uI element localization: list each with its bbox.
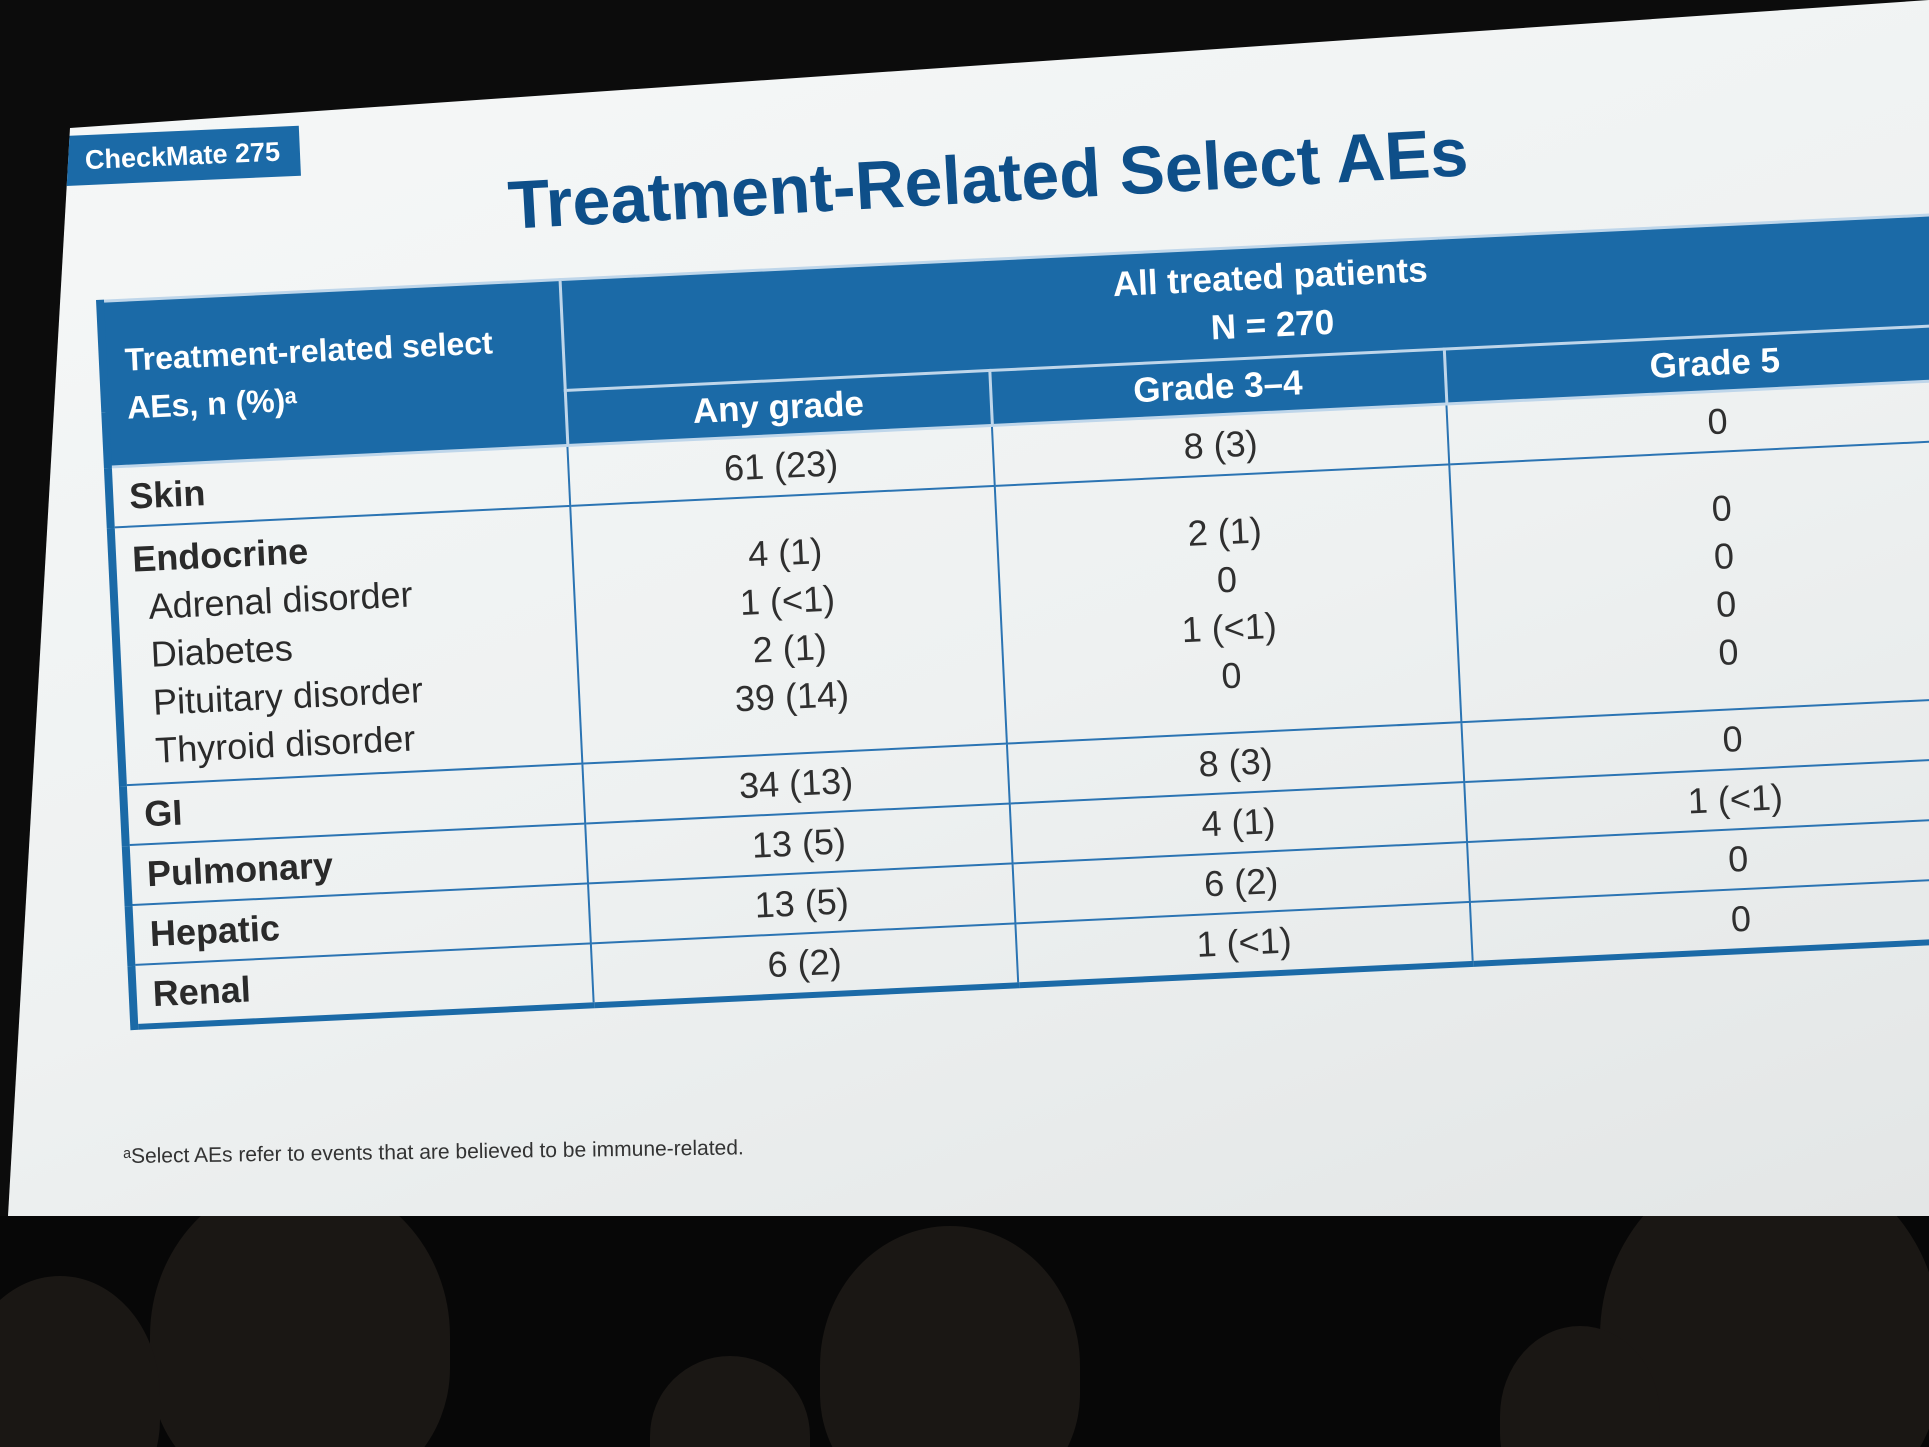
cell-endocrine-g34: 2 (1) 0 1 (<1) 0: [994, 464, 1462, 744]
audience-silhouettes: [0, 1216, 1929, 1447]
projection-screen: CheckMate 275 Treatment-Related Select A…: [8, 0, 1929, 1216]
row-label-endocrine: Endocrine Adrenal disorder Diabetes Pitu…: [110, 505, 583, 786]
cell-endocrine-g5: 0 0 0 0: [1449, 438, 1929, 723]
audience-head: [150, 1216, 450, 1447]
ae-table-wrapper: Treatment-related select AEs, n (%)ᵃ All…: [96, 211, 1929, 1030]
study-badge: CheckMate 275: [64, 125, 301, 186]
audience-head: [820, 1226, 1080, 1447]
audience-head: [650, 1356, 810, 1447]
slide-title: Treatment-Related Select AEs: [506, 114, 1470, 244]
audience-head: [0, 1276, 160, 1447]
footnote: ᵃSelect AEs refer to events that are bel…: [123, 1136, 744, 1168]
cell-endocrine-any: 4 (1) 1 (<1) 2 (1) 39 (14): [570, 485, 1007, 764]
corner-header: Treatment-related select AEs, n (%)ᵃ: [100, 279, 568, 468]
ae-table: Treatment-related select AEs, n (%)ᵃ All…: [96, 211, 1929, 1030]
